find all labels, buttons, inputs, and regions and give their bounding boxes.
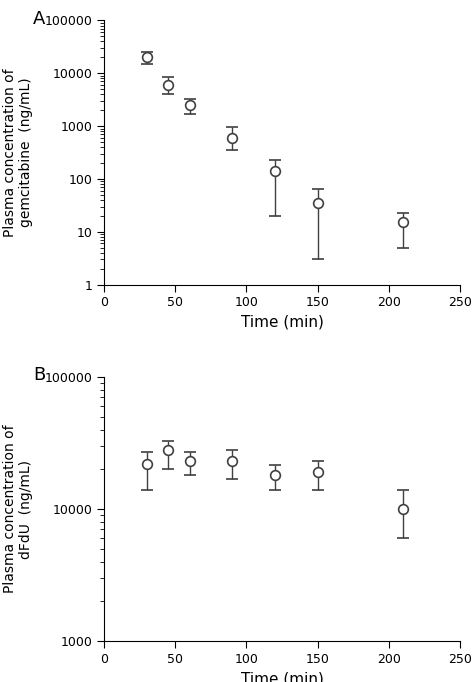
Y-axis label: Plasma concentration of
dFdU  (ng/mL): Plasma concentration of dFdU (ng/mL)	[3, 425, 34, 593]
Text: B: B	[33, 366, 46, 385]
X-axis label: Time (min): Time (min)	[241, 315, 323, 330]
Text: A: A	[33, 10, 46, 28]
Y-axis label: Plasma concentration of
gemcitabine  (ng/mL): Plasma concentration of gemcitabine (ng/…	[3, 68, 34, 237]
X-axis label: Time (min): Time (min)	[241, 672, 323, 682]
